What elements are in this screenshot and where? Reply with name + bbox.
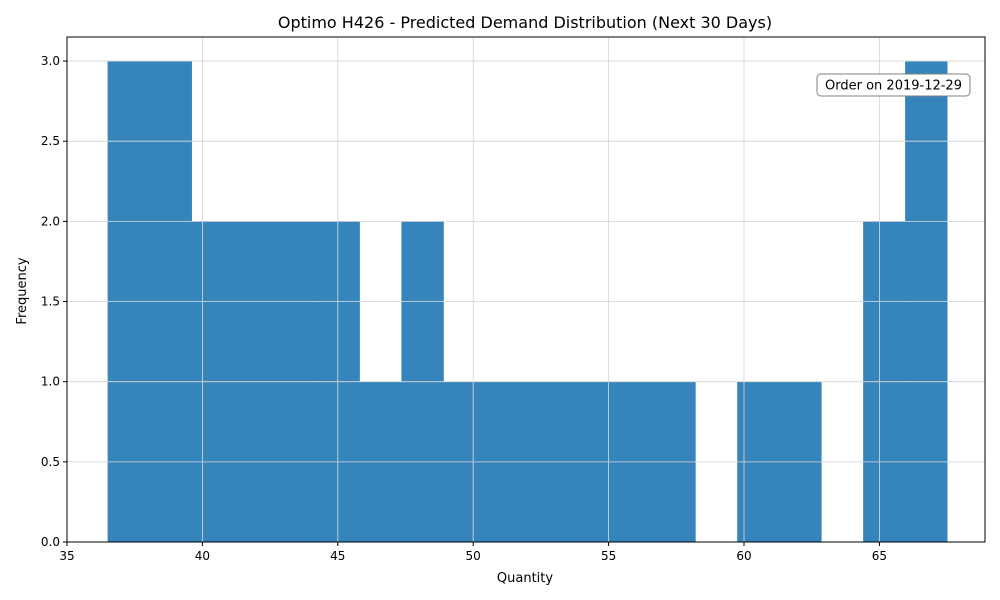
y-tick-label: 1.5 xyxy=(41,295,60,309)
y-tick-label: 0.5 xyxy=(41,455,60,469)
y-tick-label: 1.0 xyxy=(41,375,60,389)
x-axis-label: Quantity xyxy=(497,571,553,586)
x-tick-label: 45 xyxy=(330,549,345,563)
x-tick-label: 40 xyxy=(195,549,210,563)
annotation: Order on 2019-12-29 xyxy=(816,73,971,97)
annotation-text: Order on 2019-12-29 xyxy=(825,79,962,94)
x-tick-label: 60 xyxy=(736,549,751,563)
y-tick-label: 0.0 xyxy=(41,535,60,549)
annotation-box xyxy=(816,73,971,97)
plot-frame xyxy=(66,36,986,543)
x-tick-label: 55 xyxy=(601,549,616,563)
y-tick-label: 2.0 xyxy=(41,214,60,228)
x-axis-ticks: 35 40 45 50 55 60 65 xyxy=(59,542,887,563)
x-tick-label: 65 xyxy=(872,549,887,563)
chart-title: Optimo H426 - Predicted Demand Distribut… xyxy=(278,13,772,32)
y-axis-label: Frequency xyxy=(15,257,30,324)
x-tick-label: 50 xyxy=(466,549,481,563)
x-tick-label: 35 xyxy=(59,549,74,563)
y-axis-ticks: 0.0 0.5 1.0 1.5 2.0 2.5 3.0 xyxy=(41,54,67,549)
y-tick-label: 3.0 xyxy=(41,54,60,68)
y-tick-label: 2.5 xyxy=(41,134,60,148)
axes xyxy=(66,36,986,543)
